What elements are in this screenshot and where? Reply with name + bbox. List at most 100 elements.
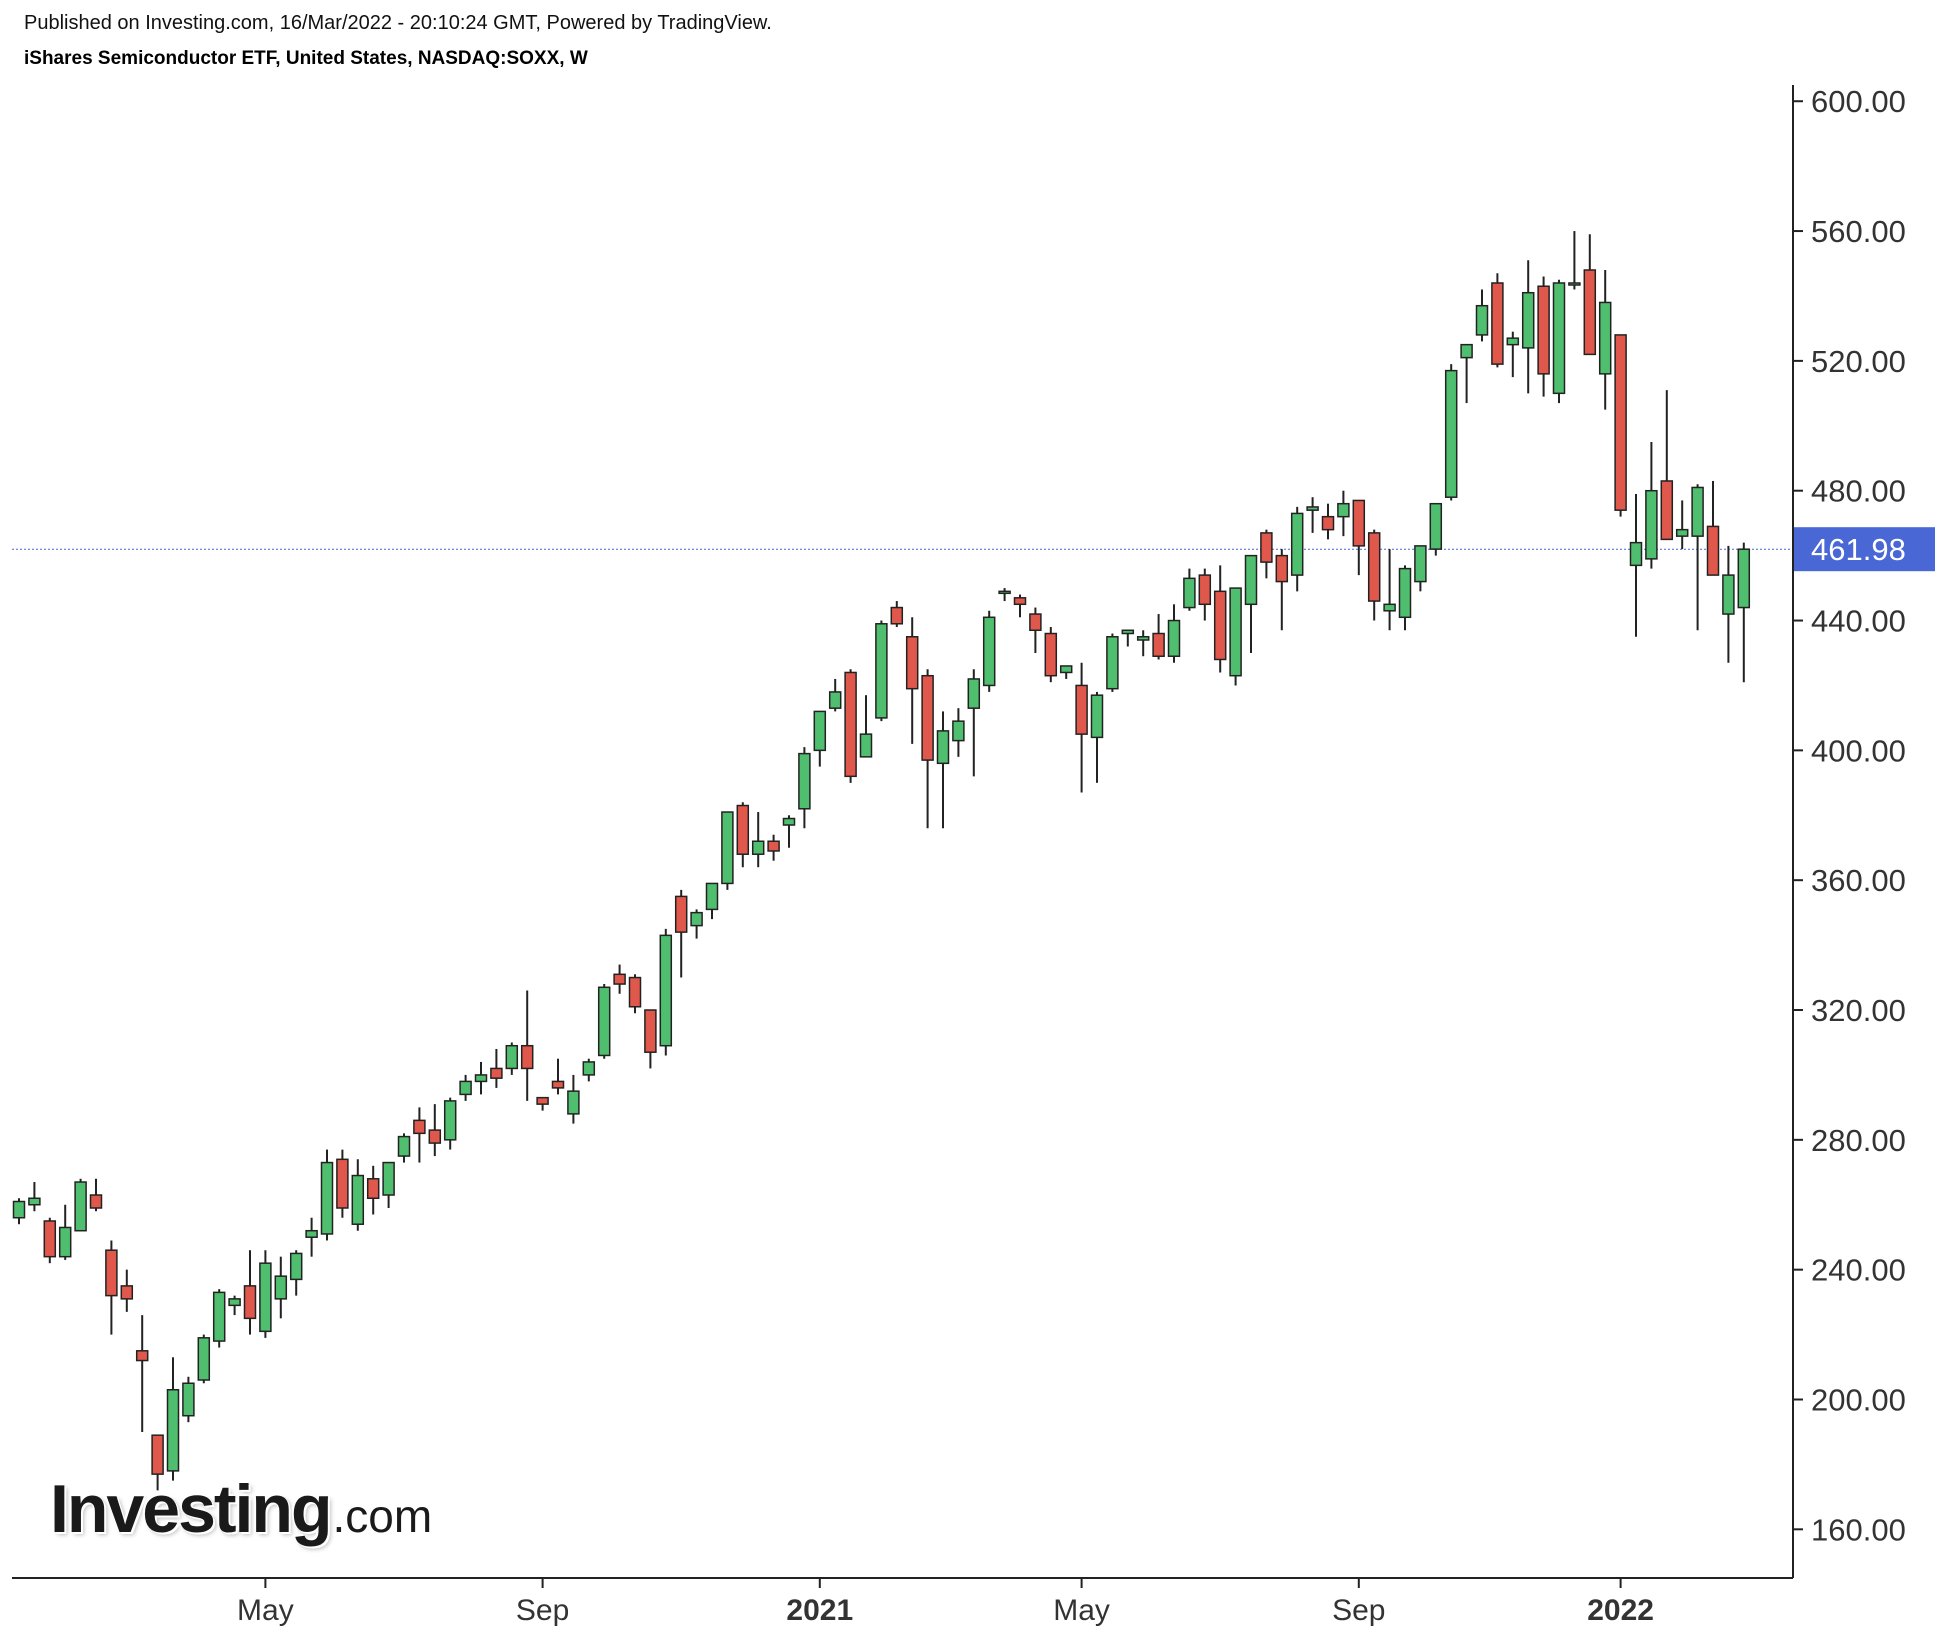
- candle-body: [428, 1129, 442, 1144]
- candle-body: [921, 674, 934, 761]
- x-tick-label: May: [1053, 1594, 1110, 1627]
- candle-body: [1352, 499, 1366, 547]
- candle: [1629, 493, 1643, 637]
- candle-body: [582, 1061, 596, 1076]
- y-tick-label: 360.00: [1811, 863, 1906, 898]
- candle-body: [1398, 567, 1412, 619]
- candle-body: [721, 811, 734, 885]
- candle-body: [798, 752, 811, 810]
- candle: [382, 1161, 395, 1208]
- candle: [751, 812, 765, 868]
- candle: [1244, 554, 1258, 653]
- candle-body: [1675, 528, 1689, 537]
- y-tick-label: 280.00: [1811, 1123, 1906, 1158]
- candle: [1691, 484, 1704, 631]
- candle: [952, 708, 965, 757]
- candle: [1367, 529, 1381, 621]
- candle: [736, 802, 750, 868]
- last-price-label: 461.98: [1811, 532, 1906, 567]
- candle-body: [443, 1100, 457, 1141]
- candle-body: [1444, 369, 1458, 498]
- candle: [1106, 633, 1119, 692]
- candle-body: [1629, 541, 1643, 567]
- candle: [1075, 662, 1088, 793]
- candle: [1229, 587, 1242, 686]
- candle: [659, 928, 673, 1056]
- candle: [443, 1097, 457, 1150]
- candle: [828, 678, 842, 712]
- candle-body: [1568, 282, 1581, 286]
- candle: [1152, 614, 1165, 660]
- candle-body: [474, 1074, 488, 1083]
- candle: [844, 669, 857, 783]
- candle-body: [813, 710, 827, 752]
- candle-body: [243, 1285, 257, 1320]
- candle-body: [43, 1220, 57, 1258]
- candle: [336, 1149, 349, 1218]
- candle: [705, 882, 719, 920]
- candle-body: [859, 733, 873, 758]
- candle-body: [413, 1119, 426, 1135]
- candle: [1429, 502, 1443, 556]
- candle: [936, 711, 950, 829]
- candles-layer: [12, 231, 1751, 1491]
- candle: [105, 1240, 118, 1335]
- candle: [690, 909, 703, 939]
- candle-body: [1429, 502, 1443, 550]
- candle: [1583, 234, 1597, 356]
- candle: [967, 669, 981, 777]
- candle-body: [674, 895, 688, 933]
- candle-body: [736, 804, 750, 855]
- candle-body: [520, 1044, 534, 1070]
- candle-body: [1660, 480, 1674, 541]
- candle: [135, 1315, 149, 1432]
- candle-body: [1013, 597, 1027, 606]
- candle-body: [1075, 684, 1088, 735]
- candle: [1706, 480, 1720, 576]
- candle-body: [1645, 489, 1658, 560]
- candle-body: [166, 1389, 180, 1472]
- y-tick-label: 520.00: [1811, 344, 1906, 379]
- candle-body: [998, 590, 1011, 595]
- candle-body: [305, 1229, 318, 1238]
- candle-body: [12, 1200, 26, 1219]
- candle: [459, 1074, 472, 1101]
- candle-body: [490, 1067, 503, 1079]
- candle-body: [551, 1080, 565, 1089]
- candle: [505, 1042, 519, 1075]
- candle: [982, 610, 996, 692]
- candle: [289, 1250, 303, 1296]
- candle-body: [1260, 532, 1273, 563]
- candle-body: [366, 1178, 380, 1200]
- candle-body: [1229, 587, 1242, 677]
- candle: [905, 617, 919, 744]
- candle: [1521, 260, 1535, 394]
- candle-body: [1367, 532, 1381, 602]
- candle-body: [613, 973, 626, 985]
- candle-body: [1583, 269, 1597, 356]
- candle: [197, 1334, 211, 1384]
- candle: [1136, 630, 1150, 657]
- candle: [1537, 276, 1550, 397]
- candle-body: [1414, 545, 1427, 583]
- candle: [1660, 390, 1674, 541]
- candle-body: [1491, 282, 1504, 365]
- candle-body: [1521, 291, 1535, 349]
- candle: [166, 1357, 180, 1481]
- candle-body: [1244, 554, 1258, 606]
- candle-body: [259, 1262, 272, 1333]
- candle: [767, 834, 780, 861]
- candle-body: [952, 720, 965, 742]
- candle-body: [320, 1161, 334, 1235]
- candle: [151, 1434, 164, 1491]
- candle-body: [1737, 548, 1751, 609]
- candle-body: [1167, 619, 1181, 657]
- candle-body: [982, 616, 996, 687]
- x-tick-label: May: [237, 1594, 294, 1627]
- chart-header: Published on Investing.com, 16/Mar/2022 …: [24, 10, 772, 72]
- x-tick-label: Sep: [516, 1594, 569, 1627]
- candle: [1059, 665, 1073, 679]
- candle-body: [628, 976, 642, 1008]
- candle-body: [1722, 574, 1735, 615]
- candle-body: [1321, 515, 1335, 531]
